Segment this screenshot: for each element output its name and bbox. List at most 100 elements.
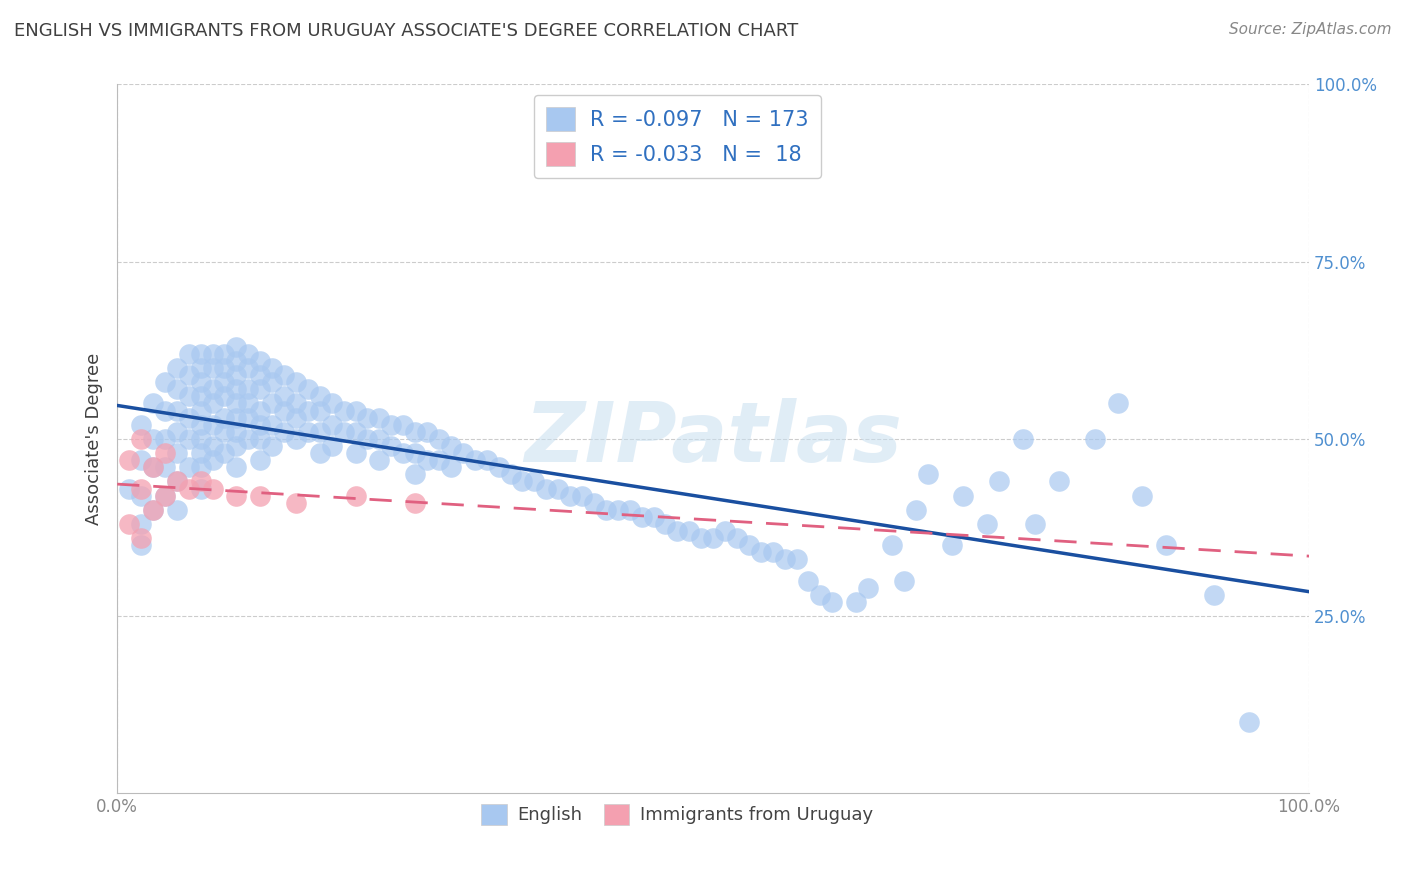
Point (427, 432, 450, 446)
Point (1130, 489, 1153, 503)
Point (392, 417, 415, 432)
Point (344, 446, 367, 460)
Point (166, 403, 188, 417)
Point (332, 403, 354, 417)
Point (177, 410, 200, 425)
Point (440, 460, 463, 475)
Point (332, 425, 354, 439)
Point (404, 446, 426, 460)
Point (404, 425, 426, 439)
Point (201, 439, 224, 453)
Y-axis label: Associate's Degree: Associate's Degree (86, 352, 103, 525)
Text: Source: ZipAtlas.com: Source: ZipAtlas.com (1229, 22, 1392, 37)
Point (214, 446, 236, 460)
Point (214, 375, 236, 389)
Point (190, 460, 212, 475)
Point (129, 531, 152, 545)
Point (190, 361, 212, 376)
Point (225, 410, 247, 425)
Point (1107, 396, 1129, 410)
Point (451, 446, 474, 460)
Point (201, 396, 224, 410)
Point (427, 453, 450, 467)
Point (392, 446, 415, 460)
Point (285, 396, 308, 410)
Point (702, 531, 724, 545)
Point (225, 354, 247, 368)
Point (238, 396, 260, 410)
Point (166, 503, 188, 517)
Point (308, 425, 330, 439)
Point (666, 524, 689, 538)
Point (321, 396, 343, 410)
Point (153, 489, 176, 503)
Point (190, 446, 212, 460)
Point (321, 417, 343, 432)
Point (606, 503, 628, 517)
Point (297, 403, 319, 417)
Point (917, 467, 939, 482)
Point (190, 482, 212, 496)
Point (893, 574, 915, 588)
Point (344, 489, 367, 503)
Text: ENGLISH VS IMMIGRANTS FROM URUGUAY ASSOCIATE'S DEGREE CORRELATION CHART: ENGLISH VS IMMIGRANTS FROM URUGUAY ASSOC… (14, 22, 799, 40)
Point (941, 538, 963, 552)
Point (142, 460, 165, 475)
Point (725, 531, 748, 545)
Point (416, 425, 439, 439)
Point (499, 467, 522, 482)
Point (118, 453, 141, 467)
Legend: English, Immigrants from Uruguay: English, Immigrants from Uruguay (472, 795, 883, 834)
Point (690, 531, 713, 545)
Point (225, 425, 247, 439)
Point (153, 460, 176, 475)
Point (153, 489, 176, 503)
Point (214, 410, 236, 425)
Point (129, 538, 152, 552)
Point (249, 403, 271, 417)
Point (738, 538, 761, 552)
Point (166, 475, 188, 489)
Point (1239, 715, 1261, 730)
Point (129, 417, 152, 432)
Point (225, 439, 247, 453)
Point (129, 482, 152, 496)
Point (285, 432, 308, 446)
Point (285, 375, 308, 389)
Point (129, 516, 152, 531)
Point (225, 340, 247, 354)
Point (368, 432, 391, 446)
Point (249, 432, 271, 446)
Point (238, 410, 260, 425)
Point (249, 417, 271, 432)
Point (249, 453, 271, 467)
Point (273, 368, 295, 383)
Point (558, 489, 581, 503)
Point (285, 410, 308, 425)
Point (201, 347, 224, 361)
Point (547, 482, 569, 496)
Point (571, 489, 593, 503)
Point (1083, 432, 1105, 446)
Point (190, 375, 212, 389)
Point (368, 410, 391, 425)
Point (129, 453, 152, 467)
Point (416, 453, 439, 467)
Point (308, 389, 330, 403)
Point (201, 482, 224, 496)
Point (166, 475, 188, 489)
Point (786, 552, 808, 566)
Point (238, 382, 260, 396)
Point (821, 595, 844, 609)
Point (976, 516, 998, 531)
Point (249, 354, 271, 368)
Point (749, 545, 772, 559)
Point (654, 516, 676, 531)
Point (904, 503, 927, 517)
Point (201, 417, 224, 432)
Point (249, 368, 271, 383)
Point (678, 524, 700, 538)
Point (214, 361, 236, 376)
Point (238, 432, 260, 446)
Point (249, 382, 271, 396)
